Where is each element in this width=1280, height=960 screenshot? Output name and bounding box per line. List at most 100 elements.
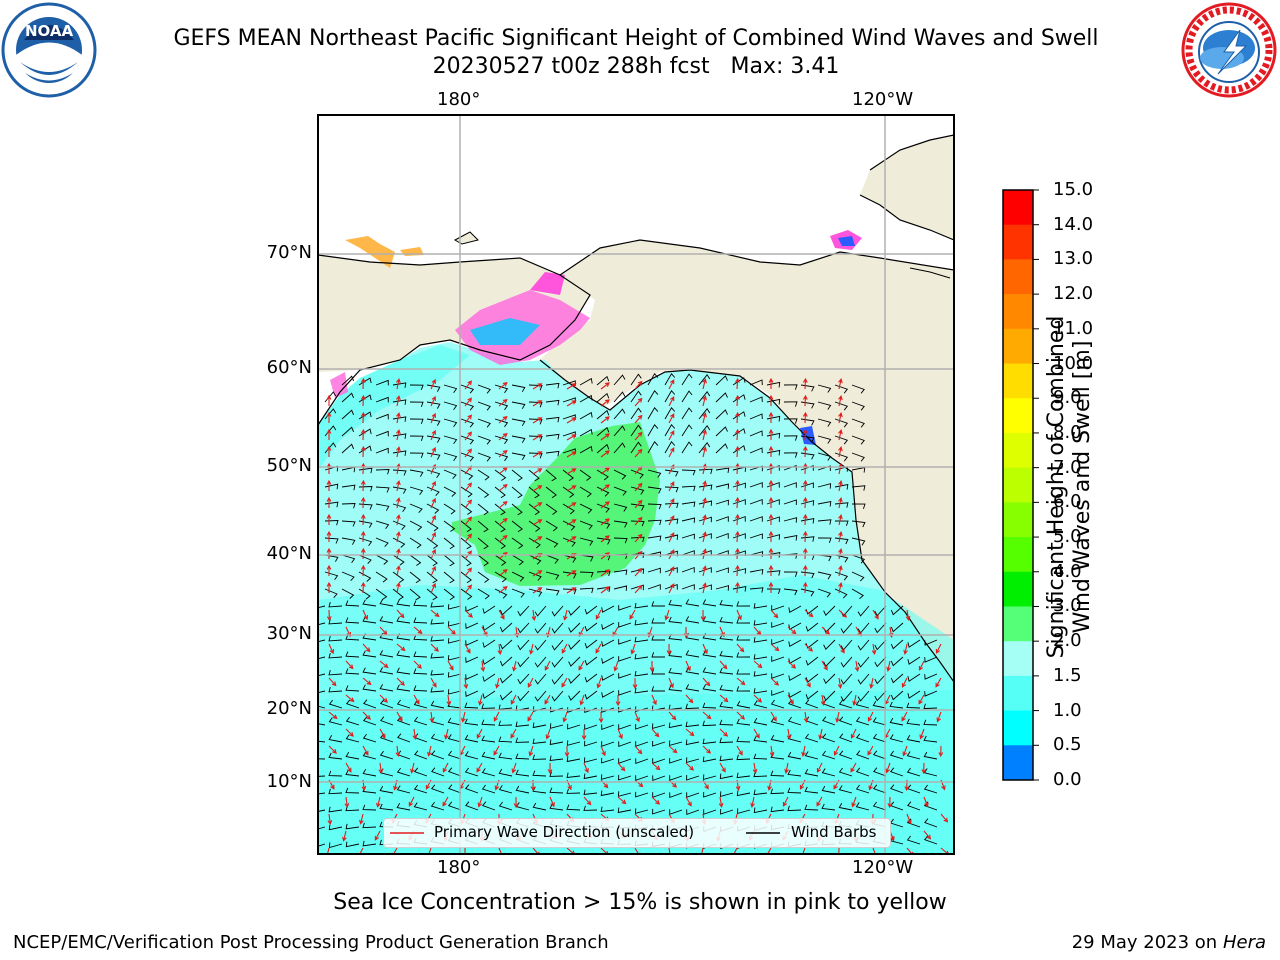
wind-barb <box>341 409 355 420</box>
wave-direction-arrow <box>498 585 508 594</box>
wave-direction-arrow <box>430 582 436 594</box>
wave-direction-arrow <box>464 533 473 543</box>
wave-direction-arrow <box>719 694 729 703</box>
wind-barb <box>515 721 530 728</box>
wind-barb <box>566 804 581 811</box>
wind-barb <box>681 533 695 540</box>
wave-direction-arrow <box>532 519 543 526</box>
wind-barb <box>596 409 610 420</box>
wave-direction-arrow <box>613 660 619 672</box>
wave-direction-arrow <box>668 515 675 526</box>
wind-barb <box>647 503 662 510</box>
wind-barb <box>851 418 865 428</box>
wind-barb <box>328 717 343 726</box>
wind-barb <box>584 622 598 632</box>
wave-direction-arrow <box>413 694 420 705</box>
wave-direction-arrow <box>532 847 540 854</box>
wave-direction-arrow <box>578 660 585 671</box>
wind-barb <box>494 469 507 481</box>
wind-barb <box>736 772 751 779</box>
wind-barb <box>379 785 394 794</box>
wind-barb <box>749 447 763 454</box>
wave-direction-arrow <box>735 530 740 543</box>
wave-direction-arrow <box>429 711 435 724</box>
wind-barb <box>562 588 577 595</box>
wind-barb <box>770 806 785 813</box>
colorbar-segment <box>1003 363 1033 399</box>
wave-direction-arrow <box>498 500 508 509</box>
wave-direction-arrow <box>430 531 436 543</box>
wind-barb <box>532 738 547 745</box>
wind-barb <box>579 537 594 546</box>
wave-direction-arrow <box>651 796 661 805</box>
wind-barb <box>685 703 700 710</box>
wind-barb <box>447 689 462 695</box>
wave-direction-arrow <box>802 530 808 543</box>
wave-direction-arrow <box>838 643 845 654</box>
nws-logo-icon <box>1181 2 1277 98</box>
wave-direction-arrow <box>850 762 857 773</box>
wave-direction-arrow <box>326 581 332 593</box>
wind-barb <box>838 767 853 777</box>
wind-barb <box>872 750 887 760</box>
wind-barb <box>562 571 577 579</box>
wind-barb <box>528 435 543 442</box>
wind-barb <box>770 699 785 709</box>
wind-barb <box>481 751 496 760</box>
wind-barb <box>532 802 547 811</box>
wind-barb <box>855 802 870 811</box>
wind-barb <box>545 450 560 457</box>
wind-barb <box>749 533 763 540</box>
wave-direction-arrow <box>700 609 706 622</box>
wind-barb <box>613 585 628 591</box>
wave-direction-arrow <box>885 762 891 774</box>
wind-barb <box>562 537 576 547</box>
wind-barb <box>566 788 581 794</box>
wave-direction-arrow <box>838 531 843 543</box>
chart-title: GEFS MEAN Northeast Pacific Significant … <box>173 26 1099 51</box>
wind-barb <box>511 588 525 598</box>
wave-direction-arrow <box>360 377 366 390</box>
wind-barb <box>788 605 802 613</box>
wind-barb <box>358 411 372 420</box>
wave-direction-arrow <box>869 677 874 689</box>
wind-barb <box>511 554 524 566</box>
wind-barb <box>857 690 870 702</box>
wind-barb <box>396 684 411 692</box>
wind-barb <box>618 622 632 628</box>
wave-direction-arrow <box>600 745 606 757</box>
wave-direction-arrow <box>838 480 843 492</box>
wave-direction-arrow <box>531 609 537 622</box>
wind-barb <box>907 639 921 648</box>
wind-barb <box>583 789 598 796</box>
graticule <box>318 115 954 854</box>
wind-barb <box>494 384 509 394</box>
wind-barb <box>568 656 581 667</box>
wave-direction-arrow <box>430 480 436 492</box>
wind-barb <box>443 401 458 410</box>
wind-barb <box>732 377 746 386</box>
wind-barb <box>579 571 594 578</box>
wind-barb <box>465 622 479 629</box>
wind-barb <box>715 550 729 556</box>
wave-direction-arrow <box>360 564 366 577</box>
footer-credit: NCEP/EMC/Verification Post Processing Pr… <box>13 932 609 953</box>
wind-barb <box>664 502 679 509</box>
wave-direction-arrow <box>668 711 677 721</box>
wind-barb <box>613 537 628 544</box>
wave-direction-arrow <box>634 745 643 755</box>
wave-direction-arrow <box>668 677 674 689</box>
wind-barb <box>635 791 649 798</box>
wave-direction-arrow <box>327 813 333 826</box>
wind-barb <box>647 469 662 478</box>
wind-barb <box>703 774 717 780</box>
wind-barb <box>668 599 683 607</box>
wave-direction-arrow <box>464 431 473 441</box>
wind-barb <box>720 791 734 797</box>
wind-barb <box>664 583 678 590</box>
wave-direction-arrow <box>649 660 655 673</box>
wind-barb <box>551 656 564 668</box>
wind-barb <box>392 537 406 548</box>
wind-barb <box>443 384 458 393</box>
wave-direction-arrow <box>651 728 660 738</box>
